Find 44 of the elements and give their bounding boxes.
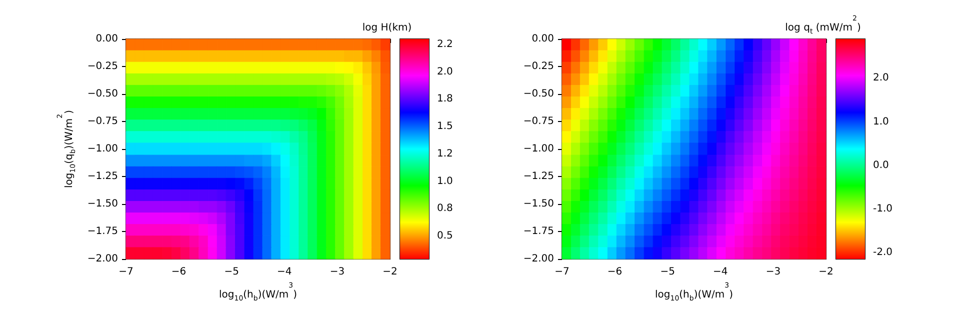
color-bar-label: 0.5 — [437, 230, 453, 242]
y-tick-label: −0.25 — [523, 61, 554, 72]
color-bar-label: 1.8 — [437, 94, 453, 105]
y-tick-label: −1.50 — [87, 198, 118, 210]
x-tick-label: −3 — [766, 266, 781, 278]
color-bar-label: 1.0 — [873, 116, 889, 128]
y-tick-label: −1.25 — [523, 171, 554, 182]
color-bar-label: 1.5 — [437, 121, 453, 132]
y-tick-label: −0.75 — [87, 116, 118, 127]
y-tick-label: −0.50 — [523, 88, 554, 100]
color-bar-title: log H(km) — [362, 22, 412, 34]
color-bar-label: 2.0 — [437, 66, 453, 78]
color-bar-label: 1.0 — [437, 176, 453, 187]
y-tick-label: −2.00 — [87, 254, 118, 264]
color-bar-label: 2.2 — [437, 38, 453, 50]
x-tick-label: −5 — [224, 266, 239, 278]
x-tick-label: −3 — [330, 266, 345, 278]
y-tick-label: −2.00 — [523, 254, 554, 264]
x-tick-label: −4 — [277, 266, 292, 278]
color-bar-label: -1.0 — [873, 203, 893, 214]
y-tick-label: −0.50 — [87, 88, 118, 100]
color-bar-label: -2.0 — [873, 246, 893, 258]
color-bar-label: 2.0 — [873, 72, 889, 84]
y-tick-label: −1.50 — [523, 198, 554, 210]
y-tick-label: −1.25 — [87, 171, 118, 182]
color-bar-label: 0.0 — [873, 160, 889, 171]
y-tick-label: −1.75 — [523, 226, 554, 237]
x-tick-label: −5 — [660, 266, 675, 278]
y-tick-label: −1.75 — [87, 226, 118, 237]
x-tick-label: −4 — [713, 266, 728, 278]
x-tick-label: −2 — [382, 266, 398, 278]
y-tick-label: 0.00 — [96, 34, 118, 44]
y-tick-label: −0.75 — [523, 116, 554, 127]
color-bar-label: 0.8 — [437, 203, 453, 214]
y-tick-label: −1.00 — [523, 144, 554, 154]
x-tick-label: −6 — [171, 266, 186, 278]
x-tick-label: −7 — [554, 266, 570, 278]
y-tick-label: 0.00 — [532, 34, 554, 44]
x-tick-label: −2 — [818, 266, 834, 278]
color-bar-label: 1.2 — [437, 148, 453, 160]
x-tick-label: −7 — [118, 266, 134, 278]
y-tick-label: −0.25 — [87, 61, 118, 72]
y-tick-label: −1.00 — [87, 144, 118, 154]
x-tick-label: −6 — [607, 266, 622, 278]
